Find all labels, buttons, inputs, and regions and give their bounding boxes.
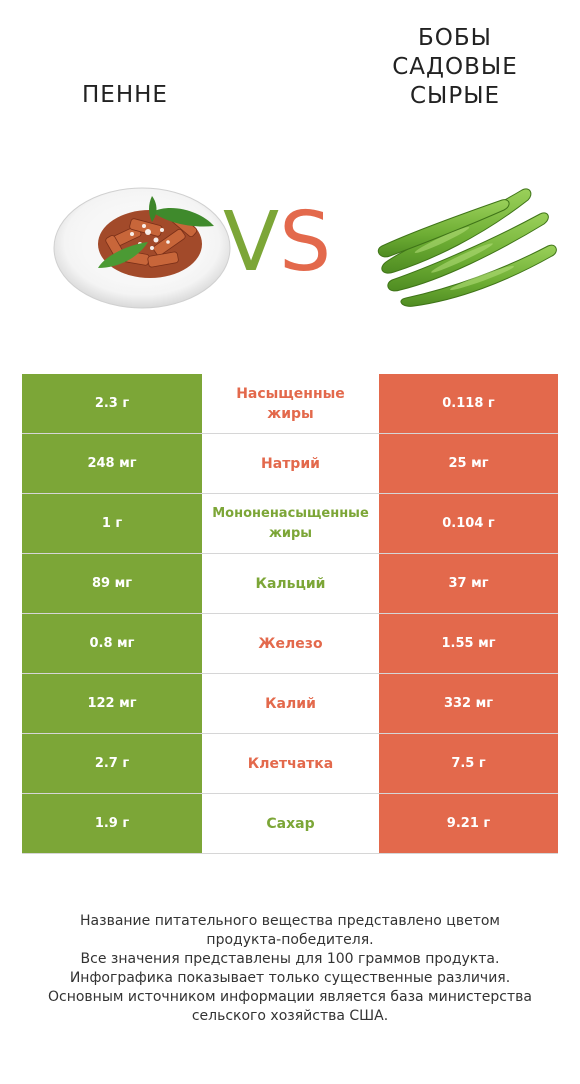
nutrient-label: Железо [258,635,323,652]
left-value: 2.3 г [22,374,202,433]
table-row: 248 мг Натрий 25 мг [22,434,558,494]
left-value: 1 г [22,494,202,553]
nutrient-label-line: Насыщенные [236,385,345,402]
vs-label: VS [223,195,363,290]
table-row: 2.7 г Клетчатка 7.5 г [22,734,558,794]
left-value: 248 мг [22,434,202,493]
nutrient-label-line: жиры [268,525,313,541]
footer-notes: Название питательного вещества представл… [10,912,570,1026]
table-row: 89 мг Кальций 37 мг [22,554,558,614]
left-value: 0.8 мг [22,614,202,673]
vs-v-letter: V [223,195,280,290]
nutrient-label: Калий [265,695,316,712]
right-value: 1.55 мг [379,614,558,673]
row-divider [22,433,558,434]
table-row: 1 г Мононенасыщенные жиры 0.104 г [22,494,558,554]
right-value: 37 мг [379,554,558,613]
right-product-title: БОБЫ САДОВЫЕ СЫРЫЕ [360,24,550,111]
footer-line: продукта-победителя. [206,932,374,948]
penne-pasta-plate-image [53,187,231,309]
table-row: 0.8 мг Железо 1.55 мг [22,614,558,674]
right-value: 0.118 г [379,374,558,433]
row-divider [22,793,558,794]
nutrient-label-line: Мононенасыщенные [212,505,369,521]
nutrient-label: Кальций [255,575,326,592]
right-title-line: САДОВЫЕ [392,54,518,80]
left-product-title: ПЕННЕ [82,82,168,108]
nutrient-label: Мононенасыщенные жиры [202,494,379,553]
footer-line: Название питательного вещества представл… [80,913,500,929]
row-divider [22,853,558,854]
row-divider [22,493,558,494]
row-divider [22,553,558,554]
vs-s-letter: S [279,195,332,290]
nutrient-label: Клетчатка [247,755,334,772]
right-value: 9.21 г [379,794,558,853]
table-row: 122 мг Калий 332 мг [22,674,558,734]
right-value: 25 мг [379,434,558,493]
nutrient-label-line: жиры [267,405,314,422]
right-title-line: СЫРЫЕ [409,83,501,109]
table-row: 2.3 г Насыщенные жиры 0.118 г [22,374,558,434]
left-value: 2.7 г [22,734,202,793]
row-divider [22,613,558,614]
row-divider [22,673,558,674]
nutrient-comparison-table: 2.3 г Насыщенные жиры 0.118 г 248 мг Натр… [22,374,558,854]
footer-line: Основным источником информации является … [48,989,532,1005]
nutrient-label: Сахар [266,815,315,832]
nutrient-label: Натрий [261,455,320,472]
row-divider [22,733,558,734]
footer-line: сельского хозяйства США. [191,1008,389,1024]
fava-beans-pods-image [377,188,557,307]
left-value: 1.9 г [22,794,202,853]
right-value: 332 мг [379,674,558,733]
footer-line: Все значения представлены для 100 граммо… [80,951,500,967]
right-title-line: БОБЫ [418,25,492,51]
left-value: 122 мг [22,674,202,733]
nutrient-label: Насыщенные жиры [202,374,379,433]
left-value: 89 мг [22,554,202,613]
table-row: 1.9 г Сахар 9.21 г [22,794,558,854]
footer-line: Инфографика показывает только существенн… [69,970,511,986]
right-value: 7.5 г [379,734,558,793]
right-value: 0.104 г [379,494,558,553]
